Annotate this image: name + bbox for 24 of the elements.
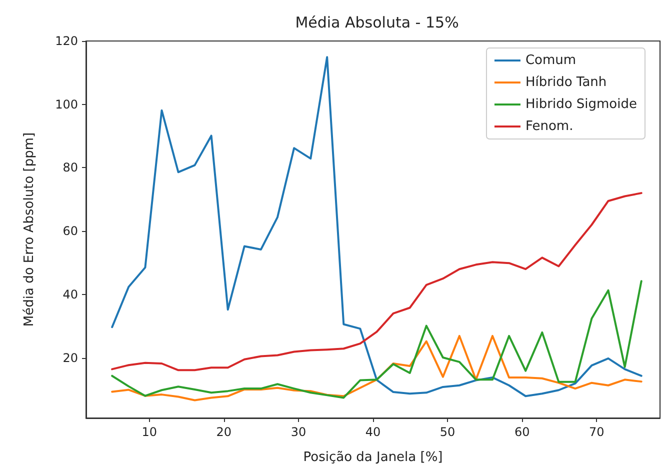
line-series [111, 334, 642, 402]
y-tick-label: 20 [62, 350, 78, 365]
legend-label: Hibrido Sigmoide [525, 97, 638, 112]
y-tick-label: 80 [62, 160, 78, 175]
line-series [111, 280, 642, 399]
y-tick-label: 120 [55, 34, 78, 48]
line-series [111, 192, 642, 372]
x-tick-label: 70 [588, 425, 604, 439]
legend-label: Fenom. [525, 119, 574, 134]
chart-title: Média Absoluta - 15% [295, 14, 459, 32]
line-series [111, 56, 642, 398]
x-tick-label: 10 [142, 425, 158, 439]
y-tick-label: 40 [62, 287, 78, 302]
x-axis-title: Posição da Janela [%] [303, 450, 443, 465]
x-tick-label: 50 [440, 425, 456, 439]
x-tick-label: 40 [365, 425, 381, 439]
x-tick-label: 60 [514, 425, 530, 439]
x-tick-label: 30 [290, 425, 306, 439]
y-tick-label: 60 [62, 224, 78, 238]
y-tick-label: 100 [55, 97, 78, 112]
legend-label: Híbrido Tanh [525, 75, 607, 90]
x-tick-label: 20 [216, 425, 232, 439]
y-axis-title: Média do Erro Absoluto [ppm] [22, 132, 37, 327]
legend-label: Comum [525, 53, 576, 68]
